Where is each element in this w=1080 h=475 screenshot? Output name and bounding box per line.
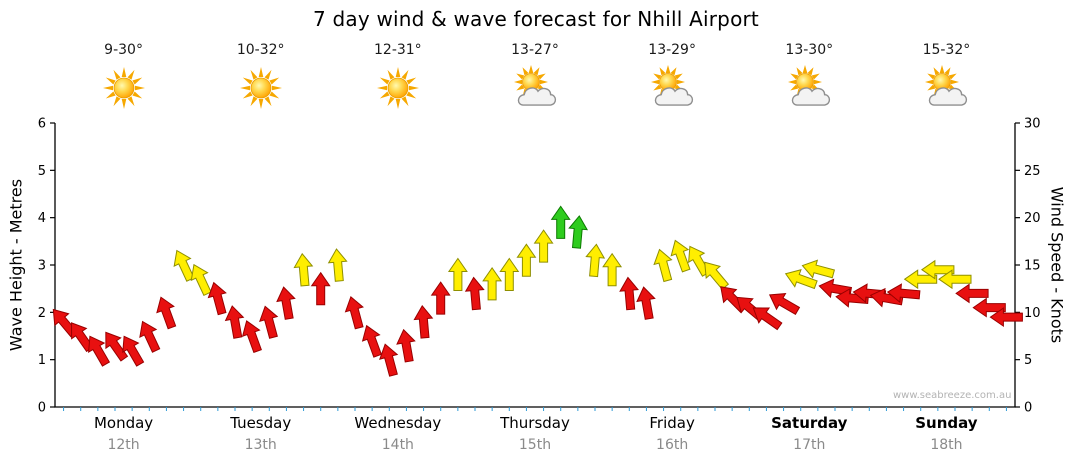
left-tick-label: 2 [38, 306, 46, 321]
wind-arrow [784, 268, 818, 290]
wind-arrow [310, 271, 331, 306]
left-tick-label: 6 [38, 117, 46, 132]
left-tick-label: 0 [38, 401, 46, 416]
wind-arrow [550, 205, 571, 239]
y-axis-left: 0 1 2 3 4 5 6 [38, 117, 55, 416]
wind-arrow [499, 257, 520, 291]
axes [54, 123, 1016, 408]
wind-arrow [430, 281, 451, 315]
wind-arrows [52, 205, 1023, 377]
wind-arrow [869, 287, 904, 308]
left-tick-label: 3 [38, 259, 46, 274]
wind-arrow [413, 304, 434, 339]
wind-arrow [241, 320, 262, 354]
right-tick-label: 20 [1024, 211, 1041, 226]
wind-arrow [105, 331, 129, 362]
wind-arrow [464, 276, 485, 311]
right-axis-title: Wind Speed - Knots [1047, 186, 1067, 344]
wind-arrow [801, 259, 836, 279]
wind-arrow [835, 287, 869, 308]
wind-arrow [293, 252, 314, 287]
wind-arrow [768, 293, 801, 316]
wind-arrow [88, 335, 111, 367]
wind-arrow [670, 239, 691, 273]
wind-arrow [938, 269, 972, 290]
left-tick-label: 4 [38, 211, 46, 226]
wind-arrow [619, 276, 639, 311]
wind-arrow [886, 283, 921, 304]
right-tick-label: 25 [1024, 164, 1041, 179]
wind-arrow [516, 243, 537, 277]
wind-arrow [344, 295, 364, 330]
wind-arrow [207, 281, 227, 316]
wind-arrow [568, 215, 589, 249]
wind-arrow [122, 335, 145, 367]
wind-arrow [276, 286, 296, 320]
wind-arrow [921, 259, 955, 280]
left-tick-label: 5 [38, 164, 46, 179]
wind-arrow [653, 248, 673, 283]
right-tick-label: 30 [1024, 117, 1041, 132]
wind-arrow [224, 305, 245, 339]
right-tick-label: 5 [1024, 353, 1032, 368]
wind-arrow [989, 307, 1023, 328]
right-tick-label: 0 [1024, 401, 1032, 416]
left-tick-label: 1 [38, 353, 46, 368]
wind-arrow [379, 343, 399, 377]
wind-arrow [636, 286, 656, 320]
wind-arrow [585, 243, 606, 278]
wind-arrow [602, 252, 623, 287]
wind-arrow [704, 261, 730, 291]
y-axis-right: 0 5 10 15 20 25 30 [1015, 117, 1041, 416]
wind-arrow [139, 320, 161, 353]
wind-arrow [327, 248, 348, 282]
wind-arrow [447, 257, 468, 291]
wind-arrow [156, 296, 177, 330]
wind-arrow [173, 249, 195, 282]
right-tick-label: 15 [1024, 259, 1041, 274]
wind-arrow [972, 297, 1006, 318]
wind-arrow [190, 263, 212, 297]
wind-arrow [482, 267, 503, 301]
x-axis-time-ticks [63, 407, 1007, 411]
wind-arrow [259, 305, 279, 339]
watermark: www.seabreeze.com.au [893, 390, 1012, 401]
wind-arrow [396, 328, 416, 363]
wind-arrow [533, 229, 554, 263]
left-axis-title: Wave Height - Metres [6, 178, 26, 352]
wind-arrow [361, 324, 382, 358]
wind-arrow [752, 307, 783, 331]
wind-arrow [903, 269, 938, 290]
wind-arrow [955, 283, 989, 304]
right-tick-label: 10 [1024, 306, 1041, 321]
page-title: 7 day wind & wave forecast for Nhill Air… [313, 7, 759, 31]
